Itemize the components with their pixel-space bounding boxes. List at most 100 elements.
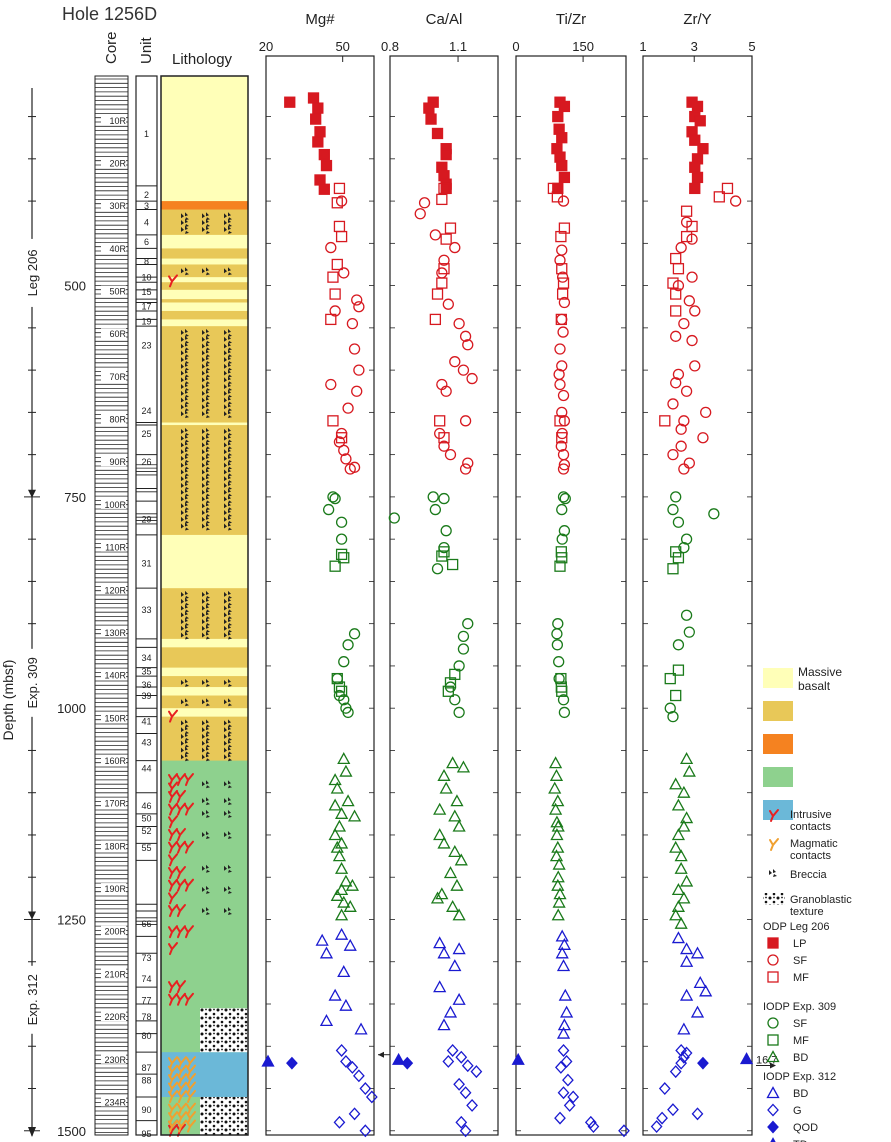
- data-point-circle: [438, 254, 450, 266]
- legend-group-iodp-exp-312: IODP Exp. 312 BD G QOD TD: [763, 1071, 836, 1142]
- contact-stroke: [168, 878, 178, 892]
- core-label-background: [101, 456, 126, 467]
- data-point-square: [335, 230, 348, 243]
- core-label-background: [101, 200, 126, 211]
- contact-stroke: [184, 992, 194, 1006]
- data-point-circle: [338, 694, 350, 706]
- data-point-square: [335, 548, 348, 561]
- data-point-diamond: [669, 1065, 682, 1079]
- data-point-diamond: [675, 1056, 688, 1070]
- data-point-circle: [444, 448, 457, 461]
- breccia-shard: [224, 355, 232, 364]
- data-point-square: [558, 222, 571, 234]
- unit-label: 46: [141, 801, 151, 811]
- breccia-shard: [224, 515, 232, 524]
- breccia-symbol: [202, 410, 210, 419]
- contact-stroke: [184, 925, 194, 939]
- contact-stroke: [168, 815, 178, 829]
- data-point-diamond: [584, 1115, 597, 1129]
- data-point-triangle: [433, 936, 447, 949]
- breccia-shard: [202, 427, 210, 436]
- panel-tizr: Ti/Zr 0 150: [511, 11, 630, 1138]
- data-point-circle: [700, 406, 712, 419]
- data-point-square: [556, 132, 568, 144]
- data-point-square: [314, 126, 326, 138]
- breccia-shard: [202, 739, 210, 748]
- breccia-symbol: [181, 410, 189, 419]
- breccia-symbol: [202, 448, 210, 457]
- data-point-triangle: [332, 849, 347, 862]
- data-point-triangle: [328, 773, 342, 786]
- data-point-circle: [557, 463, 570, 475]
- contact-symbol: [769, 809, 779, 822]
- geochemistry-panels: Mg#20500.59Ca/Al0.81.1Ti/Zr0150Zr/Y13516…: [259, 11, 777, 1138]
- breccia-shard: [224, 719, 232, 728]
- breccia-symbol: [224, 624, 232, 633]
- data-point-square: [555, 313, 567, 326]
- data-point-circle: [449, 241, 461, 254]
- contact-symbol: [168, 827, 178, 841]
- breccia-shard: [224, 349, 232, 358]
- data-point-square: [431, 127, 444, 140]
- breccia-shard: [181, 383, 189, 392]
- breccia-shard: [202, 488, 210, 497]
- core-label-background: [101, 498, 126, 509]
- breccia-symbol: [224, 864, 232, 873]
- data-point-triangle: [674, 861, 688, 874]
- contact-stroke: [168, 827, 178, 841]
- series-exp312-bd: [555, 929, 574, 1039]
- core-label-background: [101, 968, 126, 979]
- breccia-symbol: [181, 481, 189, 490]
- breccia-shard: [202, 219, 210, 228]
- core-label-background: [101, 541, 126, 552]
- series-leg206-sf: [667, 195, 742, 475]
- data-point-circle: [557, 491, 570, 503]
- breccia-shard: [224, 907, 232, 916]
- breccia-symbol: [224, 461, 232, 470]
- contact-stroke: [168, 865, 178, 879]
- legend-swatch: [763, 767, 793, 787]
- series-exp309-mf: [554, 546, 568, 697]
- data-point-circle: [459, 415, 472, 427]
- core-label: 40R: [109, 244, 126, 254]
- breccia-shard: [224, 624, 232, 633]
- breccia-shard: [202, 475, 210, 484]
- breccia-shard: [202, 780, 210, 789]
- data-point-triangle: [339, 874, 353, 887]
- data-point-triangle: [555, 929, 569, 942]
- breccia-shard: [202, 631, 210, 640]
- data-point-triangle: [452, 942, 466, 955]
- breccia-symbol: [202, 597, 210, 606]
- core-label: 60R: [109, 329, 126, 339]
- breccia-shard: [181, 219, 189, 228]
- panel-frame: [642, 55, 753, 1136]
- breccia-shard: [224, 481, 232, 490]
- series-leg206-mf: [429, 182, 457, 444]
- series-exp309-sf: [664, 491, 720, 723]
- contact-stroke: [769, 838, 779, 851]
- lithology-interval: [161, 326, 248, 424]
- lithology-interval: [161, 1052, 248, 1098]
- breccia-shard: [181, 410, 189, 419]
- data-point-square: [436, 550, 448, 562]
- lithology-interval: [161, 676, 248, 688]
- breccia-shard: [181, 732, 189, 741]
- breccia-symbol: [202, 502, 210, 511]
- data-point-circle: [686, 271, 698, 283]
- data-point-circle: [708, 508, 720, 520]
- data-point-triangle: [332, 819, 347, 832]
- breccia-symbol: [224, 427, 232, 436]
- lithology-interval: [161, 708, 248, 718]
- data-point-circle: [342, 402, 354, 414]
- breccia-shard: [181, 739, 189, 748]
- core-label-background: [101, 712, 126, 723]
- depth-axis: 500 750 1000 1250 1500 Leg 206 Exp. 309 Exp. 31…: [23, 88, 86, 1139]
- breccia-shard: [224, 427, 232, 436]
- legend-swatch: [763, 734, 793, 754]
- breccia-shard: [202, 508, 210, 517]
- data-point-circle: [338, 267, 350, 279]
- data-point-diamond: [680, 1046, 693, 1060]
- depth-axis-label: Depth (mbsf): [0, 660, 16, 741]
- breccia-symbol: [181, 369, 189, 378]
- breccia-symbol: [181, 441, 189, 450]
